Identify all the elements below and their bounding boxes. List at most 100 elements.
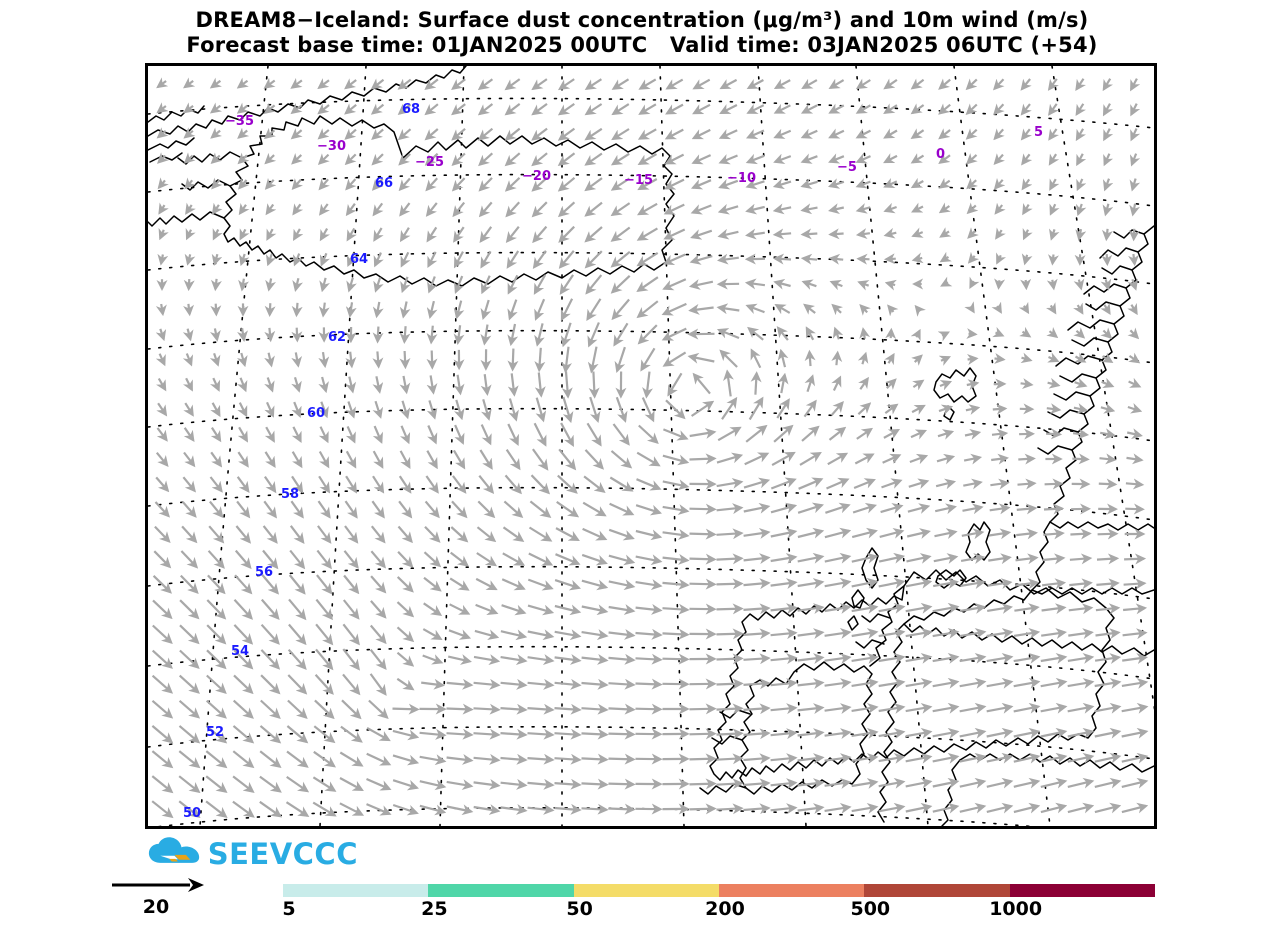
wind-arrow bbox=[910, 78, 925, 90]
wind-arrow bbox=[636, 478, 662, 491]
wind-arrow bbox=[1048, 254, 1059, 266]
wind-arrow bbox=[399, 400, 411, 420]
wind-arrow bbox=[883, 429, 901, 440]
wind-arrow bbox=[426, 325, 438, 345]
wind-arrow bbox=[419, 804, 447, 816]
wind-arrow bbox=[932, 752, 960, 764]
map-svg bbox=[148, 66, 1154, 826]
wind-arrow bbox=[964, 301, 975, 314]
wind-arrow bbox=[1048, 153, 1060, 166]
wind-arrow bbox=[557, 102, 575, 116]
wind-arrow bbox=[824, 802, 852, 814]
wind-arrow bbox=[716, 452, 744, 464]
wind-arrow bbox=[371, 153, 384, 166]
wind-arrow bbox=[556, 500, 580, 518]
wind-arrow bbox=[1017, 478, 1037, 490]
wind-arrow bbox=[424, 152, 439, 166]
wind-arrow bbox=[878, 552, 906, 564]
wind-arrow bbox=[960, 553, 986, 565]
wind-arrow bbox=[986, 627, 1014, 639]
wind-arrow bbox=[967, 227, 979, 239]
wind-arrow bbox=[1075, 78, 1086, 92]
wind-arrow bbox=[965, 78, 978, 91]
wind-arrow bbox=[319, 228, 331, 242]
wind-arrow bbox=[770, 753, 798, 765]
wind-arrow bbox=[477, 500, 496, 519]
wind-arrow bbox=[993, 103, 1005, 116]
wind-arrow bbox=[319, 252, 331, 267]
wind-arrow bbox=[291, 426, 302, 444]
wind-arrow bbox=[451, 500, 468, 519]
wind-arrow bbox=[635, 628, 663, 640]
wind-arrow bbox=[824, 728, 852, 739]
wind-arrow bbox=[477, 103, 494, 116]
wind-arrow bbox=[180, 574, 199, 594]
wind-arrow bbox=[905, 727, 933, 739]
wind-arrow bbox=[239, 228, 250, 241]
wind-arrow bbox=[799, 451, 822, 466]
wind-arrow bbox=[398, 177, 411, 192]
wind-arrow bbox=[637, 153, 658, 165]
map-plot-area[interactable]: 68 66 64 62 60 58 56 54 52 50 −35 −30 −25 −20 −15 −10−… bbox=[145, 63, 1157, 829]
wind-arrow bbox=[500, 678, 528, 690]
wind-arrow bbox=[965, 404, 981, 415]
wind-arrow bbox=[452, 449, 466, 470]
coastline-norway bbox=[1049, 225, 1154, 523]
wind-arrow bbox=[905, 702, 933, 714]
wind-arrow bbox=[581, 803, 609, 815]
wind-arrow bbox=[557, 474, 578, 494]
wind-arrow bbox=[506, 250, 520, 269]
wind-arrow bbox=[1102, 103, 1114, 117]
wind-arrow bbox=[1125, 478, 1145, 490]
wind-arrow bbox=[237, 328, 248, 342]
wind-arrow bbox=[502, 526, 525, 542]
wind-arrow bbox=[1103, 153, 1114, 167]
wind-arrow bbox=[205, 699, 227, 719]
wind-arrow bbox=[264, 327, 276, 343]
wind-arrow bbox=[777, 372, 789, 394]
wind-arrow bbox=[581, 629, 609, 641]
wind-arrow bbox=[777, 348, 789, 368]
wind-arrow bbox=[636, 251, 659, 267]
wind-arrow bbox=[561, 346, 573, 374]
wind-arrow bbox=[285, 801, 310, 817]
logo-text: SEEVCCC bbox=[207, 837, 358, 871]
wind-arrow bbox=[878, 627, 906, 639]
wind-arrow bbox=[689, 578, 717, 590]
wind-arrow bbox=[478, 177, 493, 192]
wind-arrow bbox=[554, 678, 582, 690]
wind-arrow bbox=[800, 253, 818, 265]
wind-arrow bbox=[178, 674, 200, 694]
wind-arrow bbox=[427, 276, 438, 294]
wind-arrow bbox=[938, 128, 951, 140]
wind-arrow bbox=[878, 777, 906, 789]
wind-arrow bbox=[232, 699, 254, 719]
wind-arrow bbox=[797, 502, 824, 514]
wind-arrow bbox=[446, 753, 474, 765]
wind-arrow bbox=[1128, 377, 1142, 388]
wind-arrow bbox=[610, 152, 630, 166]
wind-arrow bbox=[184, 253, 196, 266]
wind-arrow bbox=[1040, 677, 1068, 689]
wind-arrow bbox=[690, 229, 713, 240]
wind-arrow bbox=[743, 628, 771, 640]
wind-arrow bbox=[883, 153, 898, 164]
wind-arrow bbox=[372, 202, 384, 217]
wind-arrow bbox=[425, 177, 439, 192]
wind-arrow bbox=[426, 226, 438, 243]
wind-arrow bbox=[209, 352, 221, 367]
wind-arrow bbox=[318, 302, 330, 318]
wind-arrow bbox=[449, 603, 471, 615]
wind-arrow bbox=[746, 78, 764, 90]
wind-arrow bbox=[474, 629, 500, 641]
wind-arrow bbox=[477, 127, 494, 141]
wind-arrow bbox=[1014, 578, 1040, 590]
wind-arrow bbox=[316, 574, 333, 595]
wind-arrow bbox=[1126, 428, 1143, 439]
wind-arrow bbox=[805, 326, 816, 341]
wind-arrow bbox=[824, 703, 852, 714]
wind-arrow bbox=[797, 552, 825, 564]
wind-arrow bbox=[259, 800, 282, 818]
colorbar-segment bbox=[573, 884, 719, 897]
wind-arrow bbox=[533, 274, 547, 295]
